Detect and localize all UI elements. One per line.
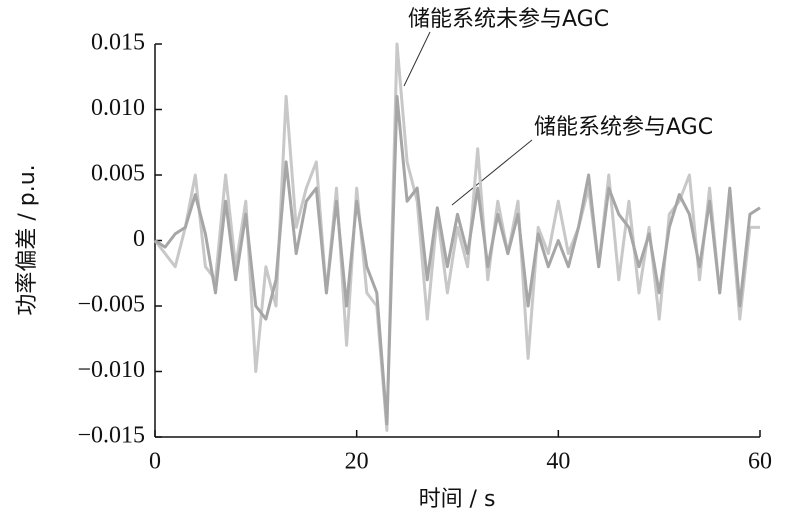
y-tick-label: −0.010 bbox=[77, 357, 145, 383]
series-line bbox=[154, 94, 761, 426]
x-axis-label: 时间 / s bbox=[419, 487, 496, 512]
x-tick-label: 0 bbox=[149, 449, 161, 475]
annotation: 储能系统未参与AGC bbox=[408, 7, 609, 32]
x-tick-label: 40 bbox=[546, 449, 570, 475]
leader-line bbox=[451, 139, 533, 206]
y-tick-label: −0.005 bbox=[77, 292, 145, 318]
y-tick-label: 0 bbox=[133, 226, 145, 252]
y-tick-label: 0.005 bbox=[91, 161, 145, 187]
leader-line bbox=[403, 31, 431, 87]
series-line bbox=[153, 42, 760, 432]
x-tick-label: 60 bbox=[748, 449, 772, 475]
y-axis-label: 功率偏差 / p.u. bbox=[15, 164, 40, 315]
y-tick-label: 0.010 bbox=[91, 95, 145, 121]
y-tick-label: −0.015 bbox=[77, 423, 145, 449]
annotation: 储能系统参与AGC bbox=[534, 115, 713, 140]
y-tick-label: 0.015 bbox=[91, 30, 145, 56]
x-tick-label: 20 bbox=[345, 449, 369, 475]
